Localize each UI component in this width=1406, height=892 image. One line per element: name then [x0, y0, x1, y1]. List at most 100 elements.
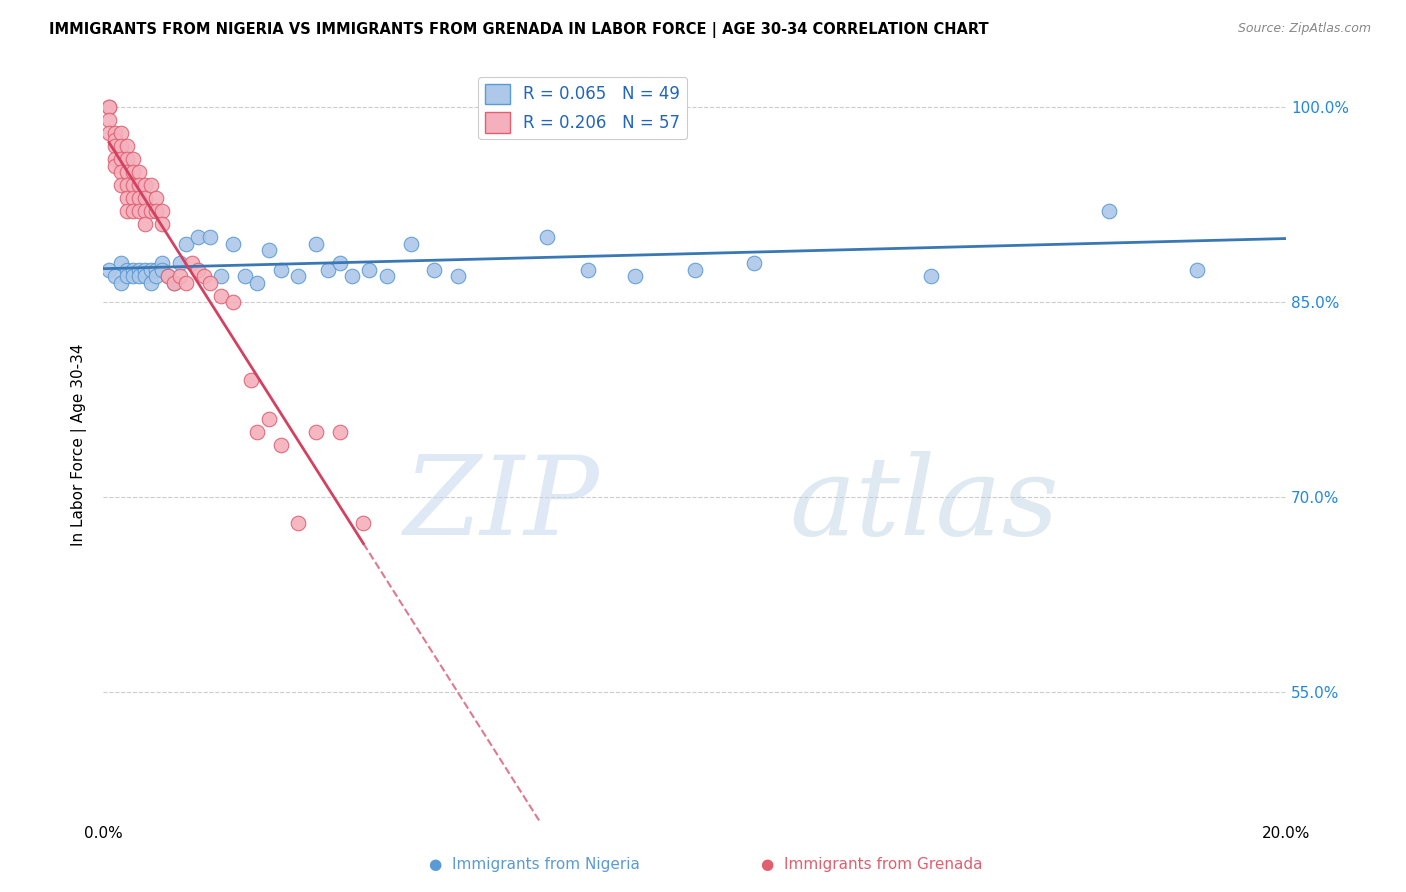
Point [316, 262, 339, 277]
Point [305, 236, 328, 251]
Point [110, 276, 132, 290]
Point [340, 269, 363, 284]
Point [128, 178, 150, 193]
Point [193, 269, 215, 284]
Point [110, 139, 132, 153]
Point [576, 262, 599, 277]
Point [134, 217, 156, 231]
Point [352, 516, 374, 530]
Point [329, 256, 352, 270]
Text: ZIP: ZIP [404, 451, 600, 559]
Point [104, 153, 127, 167]
Text: IMMIGRANTS FROM NIGERIA VS IMMIGRANTS FROM GRENADA IN LABOR FORCE | AGE 30-34 CO: IMMIGRANTS FROM NIGERIA VS IMMIGRANTS FR… [49, 22, 988, 38]
Point [128, 204, 150, 219]
Point [104, 133, 127, 147]
Point [233, 269, 256, 284]
Point [163, 276, 186, 290]
Point [211, 289, 233, 303]
Point [246, 425, 269, 439]
Point [150, 217, 173, 231]
Point [145, 191, 167, 205]
Point [134, 204, 156, 219]
Point [98, 127, 121, 141]
Point [134, 178, 156, 193]
Point [1187, 262, 1209, 277]
Point [329, 425, 352, 439]
Point [287, 269, 309, 284]
Point [121, 153, 143, 167]
Point [110, 127, 132, 141]
Point [110, 178, 132, 193]
Point [110, 153, 132, 167]
Point [115, 139, 138, 153]
Point [494, 100, 516, 114]
Text: ●  Immigrants from Nigeria: ● Immigrants from Nigeria [429, 857, 640, 872]
Point [423, 262, 446, 277]
Legend: R = 0.065   N = 49, R = 0.206   N = 57: R = 0.065 N = 49, R = 0.206 N = 57 [478, 77, 688, 139]
Point [198, 276, 221, 290]
Point [163, 276, 186, 290]
Point [169, 256, 191, 270]
Point [145, 262, 167, 277]
Point [174, 276, 197, 290]
Point [187, 262, 209, 277]
Point [121, 269, 143, 284]
Point [104, 127, 127, 141]
Text: atlas: atlas [789, 451, 1059, 559]
Point [399, 236, 422, 251]
Point [150, 262, 173, 277]
Point [169, 269, 191, 284]
Point [115, 204, 138, 219]
Point [257, 244, 280, 258]
Point [110, 256, 132, 270]
Point [305, 425, 328, 439]
Point [150, 204, 173, 219]
Point [150, 256, 173, 270]
Point [157, 269, 180, 284]
Point [920, 269, 942, 284]
Point [270, 262, 292, 277]
Point [134, 191, 156, 205]
Point [134, 262, 156, 277]
Point [98, 262, 121, 277]
Point [121, 262, 143, 277]
Point [104, 159, 127, 173]
Point [683, 262, 706, 277]
Point [359, 262, 381, 277]
Point [121, 191, 143, 205]
Point [115, 153, 138, 167]
Point [742, 256, 765, 270]
Point [145, 269, 167, 284]
Point [240, 373, 263, 387]
Point [98, 113, 121, 128]
Point [447, 269, 470, 284]
Point [115, 165, 138, 179]
Point [128, 191, 150, 205]
Y-axis label: In Labor Force | Age 30-34: In Labor Force | Age 30-34 [72, 343, 87, 546]
Point [139, 276, 162, 290]
Point [375, 269, 398, 284]
Point [536, 230, 558, 244]
Point [104, 139, 127, 153]
Point [115, 178, 138, 193]
Point [145, 204, 167, 219]
Point [121, 165, 143, 179]
Point [104, 269, 127, 284]
Point [98, 100, 121, 114]
Point [270, 438, 292, 452]
Point [1097, 204, 1119, 219]
Point [121, 204, 143, 219]
Point [222, 236, 245, 251]
Point [128, 262, 150, 277]
Point [257, 412, 280, 426]
Point [222, 295, 245, 310]
Point [134, 269, 156, 284]
Point [624, 269, 647, 284]
Point [187, 230, 209, 244]
Point [98, 100, 121, 114]
Point [115, 262, 138, 277]
Text: Source: ZipAtlas.com: Source: ZipAtlas.com [1237, 22, 1371, 36]
Point [121, 178, 143, 193]
Point [174, 236, 197, 251]
Point [128, 269, 150, 284]
